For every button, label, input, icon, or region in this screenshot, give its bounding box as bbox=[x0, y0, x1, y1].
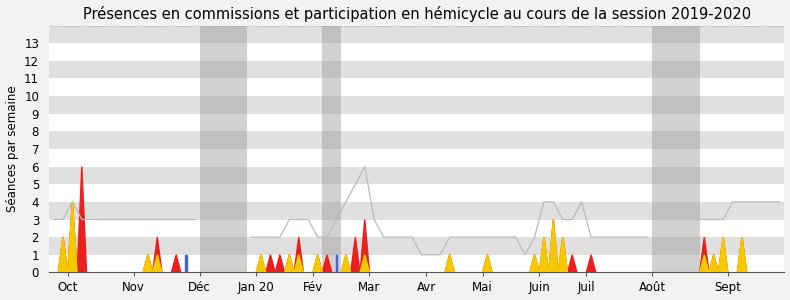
Polygon shape bbox=[586, 255, 596, 272]
Polygon shape bbox=[709, 255, 718, 272]
Polygon shape bbox=[530, 255, 540, 272]
Polygon shape bbox=[540, 237, 549, 272]
Polygon shape bbox=[341, 255, 351, 272]
Polygon shape bbox=[483, 255, 492, 272]
Polygon shape bbox=[185, 255, 186, 272]
Polygon shape bbox=[530, 255, 540, 272]
Polygon shape bbox=[549, 220, 558, 272]
Bar bbox=[49, 61, 784, 78]
Polygon shape bbox=[351, 237, 360, 272]
Polygon shape bbox=[341, 255, 351, 272]
Bar bbox=[653, 26, 700, 272]
Bar bbox=[49, 96, 784, 114]
Polygon shape bbox=[294, 255, 303, 272]
Title: Présences en commissions et participation en hémicycle au cours de la session 20: Présences en commissions et participatio… bbox=[83, 6, 750, 22]
Bar bbox=[200, 26, 247, 272]
Polygon shape bbox=[256, 255, 265, 272]
Polygon shape bbox=[294, 237, 303, 272]
Polygon shape bbox=[700, 255, 709, 272]
Polygon shape bbox=[558, 237, 567, 272]
Polygon shape bbox=[58, 237, 68, 272]
Polygon shape bbox=[143, 255, 152, 272]
Polygon shape bbox=[68, 202, 77, 272]
Polygon shape bbox=[284, 255, 294, 272]
Bar bbox=[49, 43, 784, 61]
Polygon shape bbox=[313, 255, 322, 272]
Polygon shape bbox=[284, 255, 294, 272]
Bar bbox=[49, 114, 784, 131]
Polygon shape bbox=[483, 255, 492, 272]
Bar bbox=[49, 202, 784, 220]
Bar bbox=[49, 184, 784, 202]
Polygon shape bbox=[445, 255, 454, 272]
Polygon shape bbox=[256, 255, 265, 272]
Bar bbox=[49, 78, 784, 96]
Polygon shape bbox=[265, 255, 275, 272]
Polygon shape bbox=[313, 255, 322, 272]
Polygon shape bbox=[322, 255, 332, 272]
Polygon shape bbox=[567, 255, 577, 272]
Polygon shape bbox=[737, 237, 747, 272]
Bar bbox=[49, 149, 784, 166]
Polygon shape bbox=[77, 167, 87, 272]
Polygon shape bbox=[360, 220, 370, 272]
Polygon shape bbox=[737, 237, 747, 272]
Polygon shape bbox=[718, 237, 728, 272]
Polygon shape bbox=[718, 237, 728, 272]
Polygon shape bbox=[709, 255, 718, 272]
Polygon shape bbox=[143, 255, 152, 272]
Polygon shape bbox=[540, 237, 549, 272]
Bar bbox=[49, 255, 784, 272]
Polygon shape bbox=[152, 237, 162, 272]
Polygon shape bbox=[152, 255, 162, 272]
Polygon shape bbox=[171, 255, 181, 272]
Polygon shape bbox=[336, 255, 337, 272]
Bar bbox=[49, 131, 784, 149]
Polygon shape bbox=[549, 220, 558, 272]
Polygon shape bbox=[700, 237, 709, 272]
Polygon shape bbox=[558, 237, 567, 272]
Polygon shape bbox=[68, 202, 77, 272]
Polygon shape bbox=[445, 255, 454, 272]
Polygon shape bbox=[275, 255, 284, 272]
Polygon shape bbox=[360, 255, 370, 272]
Bar bbox=[49, 237, 784, 255]
Bar bbox=[322, 26, 341, 272]
Polygon shape bbox=[58, 237, 68, 272]
Y-axis label: Séances par semaine: Séances par semaine bbox=[6, 85, 18, 212]
Bar bbox=[49, 26, 784, 43]
Bar bbox=[49, 167, 784, 184]
Bar bbox=[49, 220, 784, 237]
